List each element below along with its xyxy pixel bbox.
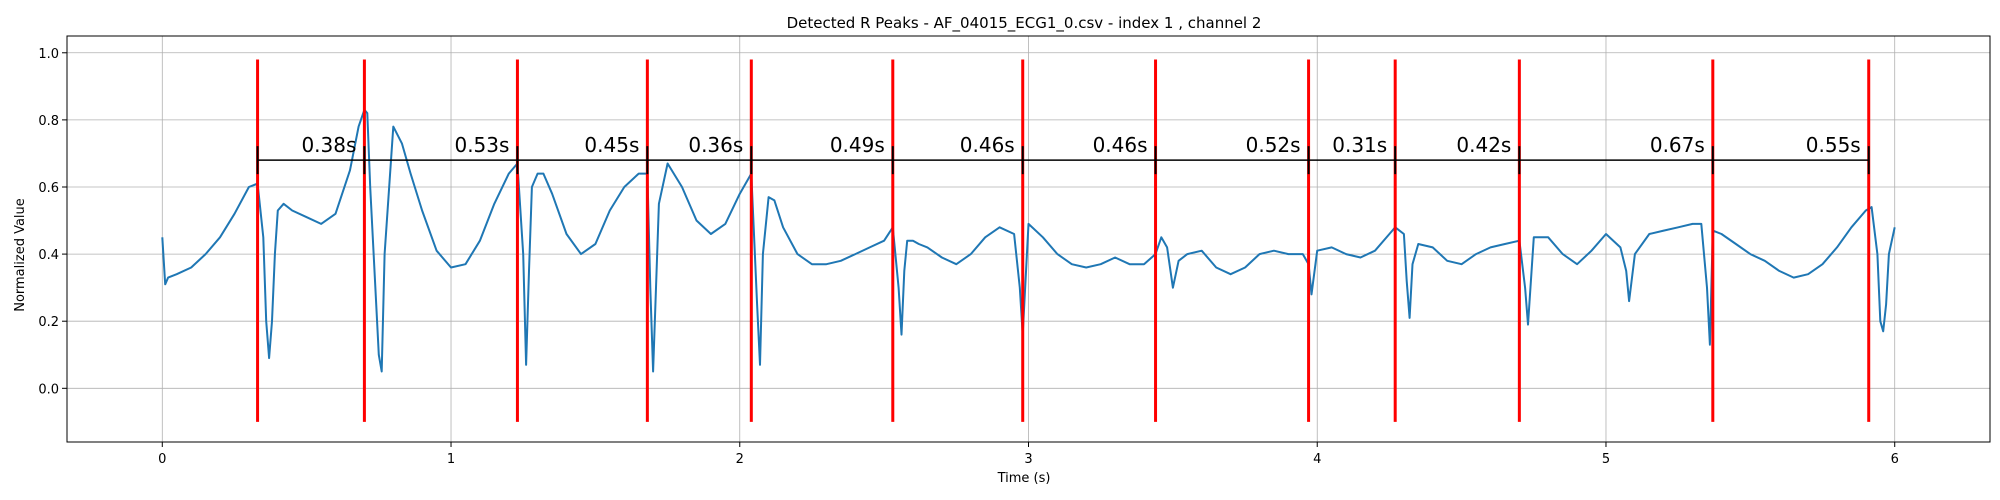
rr-interval-label: 0.45s bbox=[584, 133, 639, 157]
y-tick-label: 0.2 bbox=[38, 315, 59, 330]
x-tick-label: 1 bbox=[447, 452, 455, 467]
x-tick-label: 3 bbox=[1024, 452, 1032, 467]
rr-interval-label: 0.42s bbox=[1456, 133, 1511, 157]
rr-interval-label: 0.52s bbox=[1246, 133, 1301, 157]
x-tick-label: 5 bbox=[1602, 452, 1610, 467]
x-tick-label: 4 bbox=[1313, 452, 1321, 467]
r-peak-markers bbox=[256, 59, 1871, 422]
ecg-series bbox=[161, 108, 1896, 373]
rr-interval-label: 0.38s bbox=[301, 133, 356, 157]
grid-lines bbox=[67, 36, 1990, 442]
rr-interval-label: 0.46s bbox=[1093, 133, 1148, 157]
y-tick-label: 0.6 bbox=[38, 181, 59, 196]
rr-interval-label: 0.67s bbox=[1650, 133, 1705, 157]
x-tick-label: 6 bbox=[1891, 452, 1899, 467]
y-tick-label: 0.8 bbox=[38, 114, 59, 129]
x-tick-label: 2 bbox=[736, 452, 744, 467]
rr-interval-label: 0.46s bbox=[960, 133, 1015, 157]
rr-interval-label: 0.49s bbox=[830, 133, 885, 157]
x-tick-label: 0 bbox=[158, 452, 166, 467]
rr-interval-label: 0.55s bbox=[1806, 133, 1861, 157]
rr-interval-label: 0.36s bbox=[688, 133, 743, 157]
ecg-signal-line bbox=[161, 108, 1896, 373]
rr-interval-annotations: 0.38s 0.53s 0.45s 0.36s 0.49s 0.46s 0.46s 0.52s… bbox=[256, 133, 1870, 175]
x-axis-ticks: 0 1 2 3 4 5 6 bbox=[158, 442, 1899, 467]
y-tick-label: 0.4 bbox=[38, 248, 59, 263]
y-tick-label: 1.0 bbox=[38, 47, 59, 62]
x-axis-label: Time (s) bbox=[997, 471, 1051, 486]
chart-title: Detected R Peaks - AF_04015_ECG1_0.csv -… bbox=[787, 14, 1262, 33]
y-tick-label: 0.0 bbox=[38, 382, 59, 397]
y-axis-ticks: 0.0 0.2 0.4 0.6 0.8 1.0 bbox=[38, 47, 67, 397]
rr-interval-label: 0.53s bbox=[454, 133, 509, 157]
y-axis-label: Normalized Value bbox=[13, 198, 28, 312]
rr-interval-label: 0.31s bbox=[1332, 133, 1387, 157]
